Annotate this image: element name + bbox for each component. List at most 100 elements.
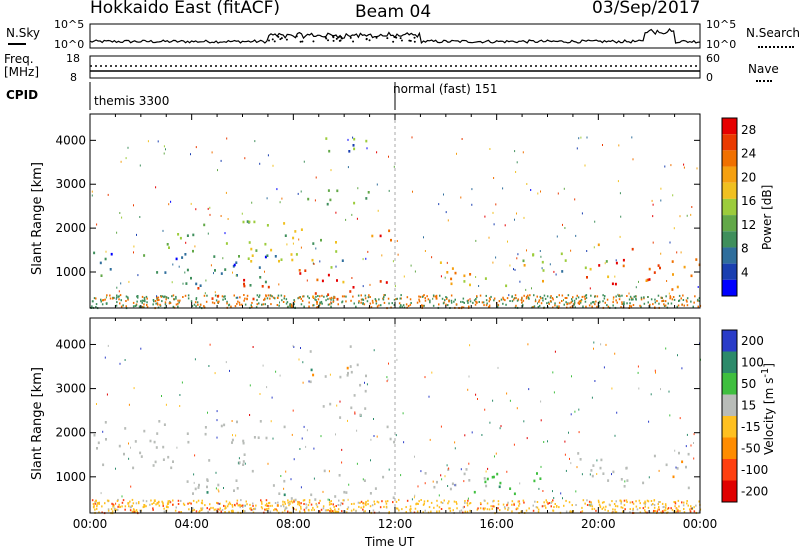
power-panel-pixel (348, 150, 351, 153)
velocity-panel-pixel (685, 465, 687, 469)
power-panel-noise-pixel (396, 240, 398, 242)
velocity-panel-ground-pixel (605, 505, 607, 508)
power-panel-pixel (220, 272, 223, 275)
velocity-panel-noise-pixel (471, 431, 473, 434)
velocity-panel-pixel (242, 460, 245, 463)
velocity-panel-ground-pixel (308, 501, 311, 504)
velocity-panel-noise-pixel (364, 381, 365, 384)
power-panel-pixel (250, 260, 253, 263)
power-panel-noise-pixel (635, 286, 637, 289)
velocity-panel-ground-pixel (479, 507, 482, 510)
velocity-panel-ground-pixel (124, 508, 126, 511)
power-panel-ground-pixel (621, 301, 623, 304)
velocity-panel-ground-pixel (367, 499, 369, 502)
velocity-panel-ground-pixel (449, 507, 451, 510)
power-colorbar-swatch (722, 118, 737, 135)
power-panel-pixel (598, 264, 601, 267)
velocity-panel-ground-pixel (264, 508, 266, 511)
power-panel-ground-pixel (146, 304, 148, 306)
power-panel-noise-pixel (475, 276, 477, 278)
velocity-panel-ground-pixel (110, 508, 113, 511)
power-panel-ground-pixel (378, 298, 380, 301)
velocity-panel-ground-pixel (405, 511, 407, 513)
power-panel-ground-pixel (118, 295, 120, 298)
velocity-panel-ground-pixel (260, 499, 262, 502)
power-panel-noise-pixel (556, 235, 558, 238)
power-panel-noise-pixel (446, 261, 448, 264)
velocity-panel-noise-pixel (538, 487, 540, 490)
power-panel-noise-pixel (445, 211, 447, 214)
velocity-panel-pixel (93, 433, 96, 437)
velocity-panel-ground-pixel (197, 499, 200, 502)
power-panel-ground-pixel (317, 295, 319, 297)
velocity-panel-ground-pixel (417, 503, 419, 505)
power-panel-ground-pixel (217, 301, 219, 304)
power-panel-ground-pixel (315, 295, 317, 298)
power-panel-ground-pixel (141, 299, 144, 302)
velocity-panel-noise-pixel (481, 434, 483, 436)
power-panel-pixel (349, 290, 352, 293)
velocity-panel-pixel (491, 475, 494, 479)
velocity-panel-ground-pixel (552, 499, 554, 502)
power-panel-ground-pixel (676, 305, 678, 308)
power-panel-ground-pixel (157, 303, 159, 306)
velocity-panel-pixel (393, 440, 396, 444)
power-panel-noise-pixel (133, 204, 134, 207)
power-panel-ground-pixel (325, 299, 327, 302)
velocity-panel-ground-pixel (360, 500, 363, 503)
nsearch-label: N.Search (746, 26, 800, 40)
nsky-label: N.Sky (6, 26, 41, 40)
nsearch-point (327, 39, 330, 42)
power-panel-pixel (261, 285, 264, 288)
power-panel-noise-pixel (564, 227, 566, 229)
power-panel-ground-pixel (109, 297, 112, 300)
power-panel-noise-pixel (278, 283, 280, 286)
velocity-panel-ground-pixel (174, 509, 177, 512)
power-panel-ground-pixel (319, 295, 321, 298)
velocity-panel-noise-pixel (513, 443, 515, 446)
power-panel-pixel (341, 259, 344, 262)
power-panel-ground-pixel (571, 298, 573, 301)
power-panel-ground-pixel (622, 303, 625, 306)
power-panel-pixel (648, 278, 651, 281)
power-panel-pixel (469, 283, 471, 287)
power-panel-pixel (99, 261, 102, 265)
velocity-panel-noise-pixel (370, 459, 371, 462)
power-panel-ground-pixel (172, 294, 175, 297)
power-panel-ground-pixel (537, 306, 540, 308)
power-panel-ground-pixel (280, 294, 283, 297)
power-panel-ground-pixel (244, 303, 247, 306)
power-panel-noise-pixel (362, 285, 364, 288)
power-panel-ground-pixel (546, 295, 549, 298)
velocity-panel-pixel (359, 383, 362, 387)
velocity-panel-pixel (322, 405, 325, 408)
power-panel-ground-pixel (169, 301, 171, 304)
power-panel-ground-pixel (143, 296, 146, 299)
velocity-panel-ground-pixel (318, 502, 320, 505)
power-panel-ground-pixel (527, 296, 530, 299)
velocity-panel-noise-pixel (387, 378, 389, 381)
velocity-panel-pixel (483, 477, 486, 480)
power-panel-ground-pixel (239, 296, 241, 299)
power-panel-ground-pixel (290, 303, 293, 306)
power-panel-noise-pixel (381, 254, 383, 257)
velocity-panel-ground-pixel (240, 504, 242, 507)
velocity-panel-pixel (539, 477, 542, 480)
power-panel-pixel (342, 280, 345, 284)
velocity-panel-noise-pixel (446, 464, 448, 467)
power-panel-noise-pixel (489, 148, 491, 150)
power-panel-ground-pixel (561, 294, 564, 297)
power-panel-noise-pixel (574, 198, 576, 201)
power-panel-ground-pixel (95, 306, 97, 308)
velocity-panel-ground-pixel (395, 500, 398, 503)
power-panel-pixel (352, 144, 355, 147)
velocity-panel-ground-pixel (355, 510, 357, 513)
velocity-panel-ground-pixel (215, 508, 217, 511)
velocity-panel-noise-pixel (420, 470, 422, 473)
power-panel-pixel (454, 271, 457, 275)
velocity-panel-noise-pixel (298, 358, 300, 361)
velocity-panel-ground-pixel (347, 506, 350, 509)
velocity-panel-pixel (167, 455, 170, 459)
power-panel-ground-pixel (155, 302, 157, 305)
velocity-panel-ground-pixel (642, 507, 645, 510)
